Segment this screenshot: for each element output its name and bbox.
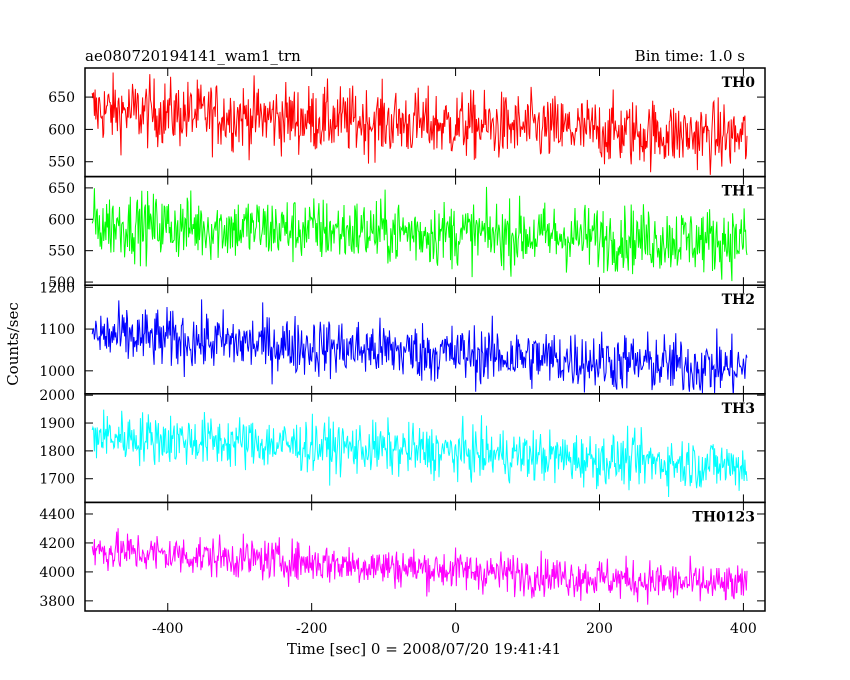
y-tick-label: 1900 <box>39 416 75 432</box>
y-tick-label: 600 <box>48 122 75 138</box>
panel-th0: 550 600 650 TH0 <box>48 67 766 178</box>
panel-label: TH0123 <box>692 509 755 525</box>
y-tick-label: 650 <box>48 181 75 197</box>
y-tick-label: 4200 <box>39 536 75 552</box>
panel-frame <box>84 284 766 395</box>
y-tick-label: 500 <box>48 275 75 291</box>
y-tick-label: 4400 <box>39 507 75 523</box>
panel-th1: 500 550 600 650 TH1 <box>48 175 766 291</box>
series-line-th1 <box>91 186 748 282</box>
panel-label: TH0 <box>722 75 756 91</box>
y-tick-label: 650 <box>48 90 75 106</box>
y-tick-label: 550 <box>48 244 75 260</box>
y-tick-label: 550 <box>48 155 75 171</box>
panels-group: 550 600 650 TH0 500 550 600 650 TH1 1000 1100 1200 T… <box>39 67 766 612</box>
chart-title: ae080720194141_wam1_trn <box>85 47 301 65</box>
y-tick-label: 2000 <box>39 388 75 404</box>
series-line-th2 <box>91 299 748 394</box>
x-tick-label: -400 <box>152 621 183 637</box>
panel-th2: 1000 1100 1200 TH2 <box>39 280 766 395</box>
panel-label: TH1 <box>722 184 755 200</box>
y-axis-label: Counts/sec <box>4 302 22 386</box>
y-tick-label: 1200 <box>39 280 75 296</box>
y-tick-label: 4000 <box>39 565 75 581</box>
y-tick-label: 1100 <box>39 322 75 338</box>
series-line-th0123 <box>91 528 748 605</box>
y-tick-label: 1800 <box>39 444 75 460</box>
panel-th0123: 3800 4000 4200 4400 TH0123 <box>39 501 766 612</box>
y-tick-label: 1000 <box>39 364 75 380</box>
panel-th3: 1700 1800 1900 2000 TH3 <box>39 388 766 504</box>
x-tick-label: 200 <box>586 621 613 637</box>
x-tick-label: 0 <box>451 621 460 637</box>
panel-label: TH2 <box>722 292 755 308</box>
bin-time-label: Bin time: 1.0 s <box>635 47 745 65</box>
series-line-th3 <box>91 409 748 498</box>
y-tick-label: 1700 <box>39 472 75 488</box>
panel-label: TH3 <box>722 401 755 417</box>
y-tick-label: 600 <box>48 212 75 228</box>
x-axis: -400 -200 0 200 400 <box>152 621 757 637</box>
series-line-th0 <box>91 72 748 175</box>
y-tick-label: 3800 <box>39 594 75 610</box>
x-tick-label: 400 <box>730 621 757 637</box>
x-axis-label: Time [sec] 0 = 2008/07/20 19:41:41 <box>287 640 561 658</box>
x-tick-label: -200 <box>296 621 327 637</box>
panel-frame <box>84 501 766 612</box>
